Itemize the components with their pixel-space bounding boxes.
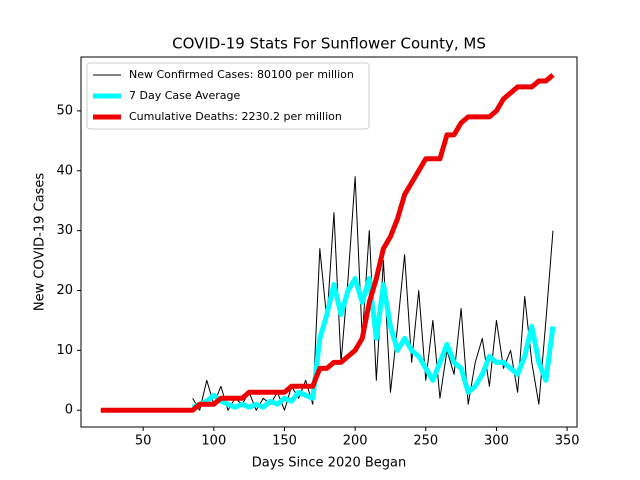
y-tick-label: 50	[56, 103, 73, 118]
legend-label: 7 Day Case Average	[129, 89, 241, 102]
y-tick-label: 40	[56, 163, 73, 178]
x-axis-label: Days Since 2020 Began	[252, 456, 407, 471]
y-axis-label: New COVID-19 Cases	[33, 173, 48, 311]
plot-frame	[80, 56, 578, 428]
y-tick-label: 10	[56, 343, 73, 358]
x-tick-label: 150	[272, 434, 297, 449]
y-tick-label: 20	[56, 283, 73, 298]
chart-title: COVID-19 Stats For Sunflower County, MS	[172, 35, 486, 53]
legend-label: Cumulative Deaths: 2230.2 per million	[129, 110, 342, 123]
x-tick-label: 300	[484, 434, 509, 449]
x-tick-label: 350	[555, 434, 580, 449]
x-tick-label: 200	[343, 434, 368, 449]
legend-box	[86, 62, 370, 130]
legend-label: New Confirmed Cases: 80100 per million	[129, 68, 354, 81]
y-tick-label: 30	[56, 223, 73, 238]
x-tick-label: 50	[135, 434, 152, 449]
x-tick-label: 100	[201, 434, 226, 449]
x-tick-label: 250	[413, 434, 438, 449]
series-line	[191, 276, 556, 410]
series-line	[100, 73, 555, 413]
y-tick-label: 0	[65, 403, 73, 418]
